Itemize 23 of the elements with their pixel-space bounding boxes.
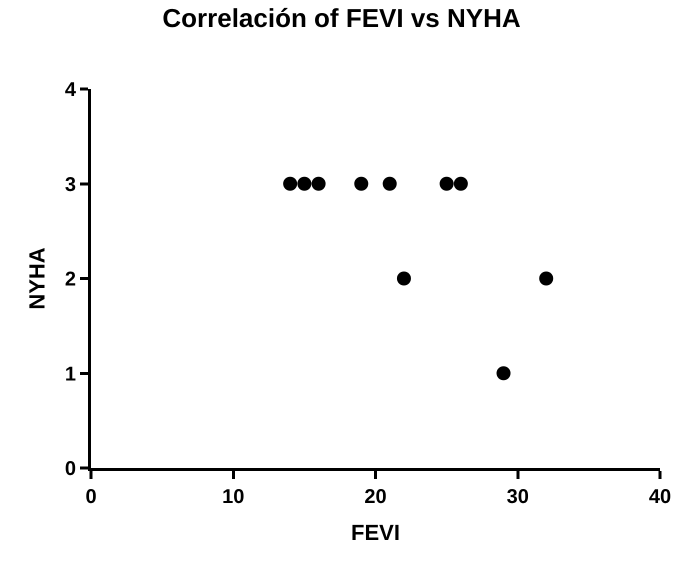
x-tick-label: 40 (648, 486, 672, 508)
y-tick-label: 0 (64, 458, 76, 480)
point (354, 176, 368, 191)
point (454, 176, 468, 191)
point (297, 176, 312, 191)
y-tick-label: 2 (64, 268, 76, 290)
point (396, 272, 411, 286)
point (440, 176, 454, 191)
x-tick-label: 10 (222, 486, 244, 508)
y-axis-title: NYHA (24, 247, 50, 310)
x-tick-label: 30 (506, 486, 529, 508)
point (539, 272, 554, 286)
x-tick-label: 0 (85, 486, 97, 508)
x-axis-title: FEVI (351, 520, 400, 545)
x-tick-label: 20 (364, 486, 387, 508)
point (496, 366, 511, 380)
chart-title: Correlación of FEVI vs NYHA (162, 2, 521, 33)
y-tick-label: 3 (64, 174, 76, 196)
point (312, 176, 326, 191)
y-tick-label: 4 (64, 79, 77, 101)
point (283, 176, 298, 191)
point (382, 176, 397, 191)
y-tick-label: 1 (64, 363, 76, 386)
